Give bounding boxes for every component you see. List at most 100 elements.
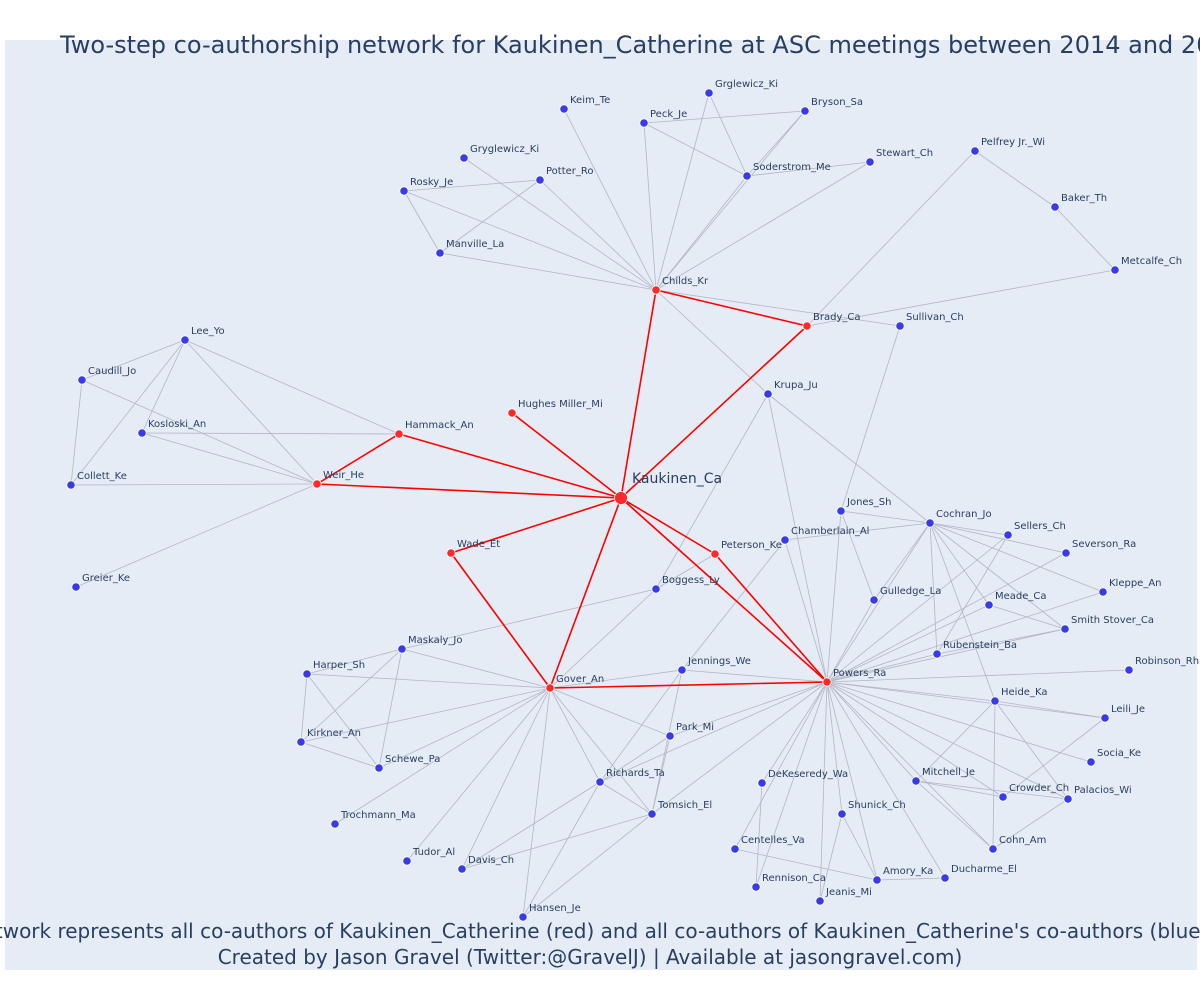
node-wade-et[interactable] — [446, 548, 456, 558]
edge-childs-kr-to-potter-ro — [539, 179, 657, 291]
node-kaukinen-ca[interactable] — [614, 491, 628, 505]
node-potter-ro[interactable] — [535, 175, 545, 185]
node-cohn-am[interactable] — [988, 844, 998, 854]
edge-powers-ra-to-shunick-ch — [826, 681, 843, 815]
edge-sullivan-ch-to-jones-sh — [840, 325, 901, 512]
edge-cochran-jo-to-sellers-ch — [929, 522, 1009, 536]
edge-cochran-jo-to-meade-ca — [929, 522, 990, 606]
node-rennison-ca[interactable] — [751, 882, 761, 892]
node-jeanis-mi[interactable] — [815, 896, 825, 906]
node-meade-ca[interactable] — [984, 600, 994, 610]
node-soderstrom-me[interactable] — [742, 171, 752, 181]
node-kleppe-an[interactable] — [1098, 587, 1108, 597]
node-heide-ka[interactable] — [990, 696, 1000, 706]
node-manville-la[interactable] — [435, 248, 445, 258]
node-dekeseredy-wa[interactable] — [757, 778, 767, 788]
node-sullivan-ch[interactable] — [895, 321, 905, 331]
node-harper-sh[interactable] — [302, 669, 312, 679]
edge-peck-je-to-soderstrom-me — [643, 122, 748, 177]
node-baker-th[interactable] — [1050, 202, 1060, 212]
node-collett-ke[interactable] — [66, 480, 76, 490]
node-gulledge-la[interactable] — [869, 595, 879, 605]
node-rosky-je[interactable] — [399, 186, 409, 196]
node-label-park-mi: Park_Mi — [676, 722, 714, 733]
node-shunick-ch[interactable] — [837, 809, 847, 819]
node-grglewicz-ki[interactable] — [704, 88, 714, 98]
node-kirkner-an[interactable] — [296, 737, 306, 747]
edge-wade-et-to-gover-an — [450, 552, 551, 689]
edge-powers-ra-to-heide-ka — [826, 681, 996, 702]
node-davis-ch[interactable] — [457, 864, 467, 874]
node-greier-ke[interactable] — [71, 582, 81, 592]
node-label-metcalfe-ch: Metcalfe_Ch — [1121, 256, 1182, 267]
node-label-caudill-jo: Caudill_Jo — [88, 366, 136, 377]
node-trochmann-ma[interactable] — [330, 819, 340, 829]
node-sellers-ch[interactable] — [1003, 530, 1013, 540]
node-mitchell-je[interactable] — [911, 776, 921, 786]
node-label-kleppe-an: Kleppe_An — [1109, 578, 1162, 589]
node-caudill-jo[interactable] — [77, 375, 87, 385]
node-kosloski-an[interactable] — [137, 428, 147, 438]
node-hughes-miller-mi[interactable] — [507, 408, 517, 418]
edge-sellers-ch-to-rubenstein-ba — [936, 534, 1009, 655]
node-childs-kr[interactable] — [651, 285, 661, 295]
node-krupa-ju[interactable] — [763, 389, 773, 399]
node-pelfrey-jr-wi[interactable] — [970, 146, 980, 156]
edge-powers-ra-to-kleppe-an — [826, 591, 1104, 683]
edge-gover-an-to-jennings-we — [549, 669, 683, 689]
node-peterson-ke[interactable] — [710, 549, 720, 559]
node-park-mi[interactable] — [665, 731, 675, 741]
chart-title: Two-step co-authorship network for Kauki… — [59, 31, 1200, 59]
node-robinson-rh[interactable] — [1124, 665, 1134, 675]
node-powers-ra[interactable] — [822, 677, 832, 687]
node-crowder-ch[interactable] — [998, 792, 1008, 802]
edge-leili-je-to-crowder-ch — [1002, 717, 1106, 798]
edge-dekeseredy-wa-to-rennison-ca — [755, 782, 763, 888]
node-hammack-an[interactable] — [394, 429, 404, 439]
node-richards-ta[interactable] — [595, 777, 605, 787]
node-keim-te[interactable] — [559, 104, 569, 114]
node-schewe-pa[interactable] — [374, 763, 384, 773]
node-leili-je[interactable] — [1100, 713, 1110, 723]
node-gover-an[interactable] — [545, 683, 555, 693]
node-jennings-we[interactable] — [677, 665, 687, 675]
node-metcalfe-ch[interactable] — [1110, 265, 1120, 275]
edge-gover-an-to-schewe-pa — [378, 687, 551, 769]
edge-shunick-ch-to-jeanis-mi — [819, 813, 843, 902]
node-severson-ra[interactable] — [1061, 548, 1071, 558]
node-centelles-va[interactable] — [730, 844, 740, 854]
edge-gover-an-to-hansen-je — [522, 687, 551, 918]
node-tomsich-el[interactable] — [647, 809, 657, 819]
node-boggess-ly[interactable] — [651, 584, 661, 594]
node-lee-yo[interactable] — [180, 335, 190, 345]
node-chamberlain-al[interactable] — [780, 535, 790, 545]
edges-layer — [70, 92, 1130, 918]
node-socia-ke[interactable] — [1086, 757, 1096, 767]
edge-richards-ta-to-park-mi — [599, 735, 671, 783]
node-maskaly-jo[interactable] — [397, 644, 407, 654]
edge-gover-an-to-maskaly-jo — [401, 648, 551, 689]
node-smith-stover-ca[interactable] — [1060, 624, 1070, 634]
node-jones-sh[interactable] — [836, 506, 846, 516]
node-label-childs-kr: Childs_Kr — [662, 276, 709, 287]
edge-gover-an-to-trochmann-ma — [334, 687, 551, 825]
node-label-gover-an: Gover_An — [556, 674, 604, 685]
node-brady-ca[interactable] — [802, 321, 812, 331]
node-bryson-sa[interactable] — [800, 106, 810, 116]
edge-amory-ka-to-ducharme-el — [876, 877, 946, 881]
node-cochran-jo[interactable] — [925, 518, 935, 528]
node-label-lee-yo: Lee_Yo — [191, 326, 225, 337]
node-tudor-al[interactable] — [402, 856, 412, 866]
edge-cochran-jo-to-gulledge-la — [873, 522, 931, 601]
node-amory-ka[interactable] — [872, 875, 882, 885]
node-label-cochran-jo: Cochran_Jo — [936, 509, 992, 520]
node-gryglewicz-ki[interactable] — [459, 153, 469, 163]
node-stewart-ch[interactable] — [865, 157, 875, 167]
node-hansen-je[interactable] — [518, 912, 528, 922]
node-rubenstein-ba[interactable] — [932, 649, 942, 659]
node-peck-je[interactable] — [639, 118, 649, 128]
node-palacios-wi[interactable] — [1063, 794, 1073, 804]
node-ducharme-el[interactable] — [940, 873, 950, 883]
node-weir-he[interactable] — [312, 479, 322, 489]
edge-childs-kr-to-peck-je — [643, 122, 657, 291]
